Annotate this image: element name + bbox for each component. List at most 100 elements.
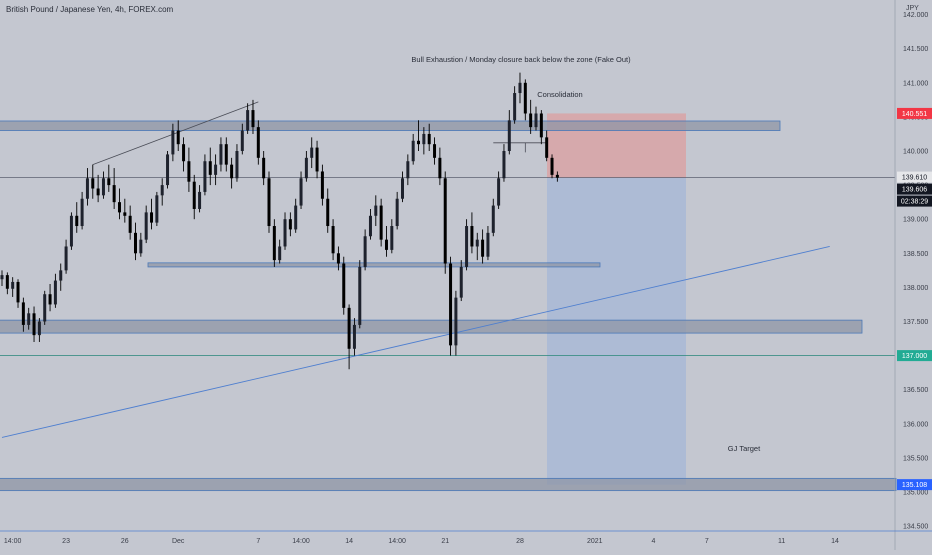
annotation-consolidation: Consolidation [537, 90, 582, 99]
time-tick-label: 11 [778, 538, 785, 545]
candle-body [139, 239, 143, 254]
candle-body [214, 164, 218, 175]
candle-body [320, 171, 324, 199]
price-tick-label: 142.000 [903, 12, 928, 19]
candle-body [267, 178, 271, 227]
price-tick-label: 136.000 [903, 421, 928, 428]
candle-body [262, 157, 266, 179]
candle-body [545, 137, 549, 158]
candle-body [550, 157, 554, 175]
price-tick-label: 137.500 [903, 319, 928, 326]
position-areas [547, 113, 686, 485]
annotation-top: Bull Exhaustion / Monday closure back be… [411, 55, 631, 64]
candle-body [123, 212, 127, 216]
level-137-label-bg [897, 350, 932, 362]
candle-body [507, 120, 511, 151]
candle-body [555, 174, 559, 178]
candle-body [529, 113, 533, 128]
time-tick-label: 21 [441, 538, 449, 545]
time-tick-label: 7 [705, 538, 709, 545]
time-axis[interactable]: 14:00 23 26 Dec 7 14:00 14 14:00 21 28 2021 4 7 11 14 [0, 530, 932, 545]
candle-body [240, 130, 244, 151]
candle-body [0, 275, 4, 280]
time-tick-label: 14 [831, 538, 839, 545]
candle-body [208, 161, 212, 175]
candle-body [438, 157, 442, 179]
candle-body [198, 191, 202, 209]
candle-body [272, 226, 276, 261]
candle-body [160, 185, 164, 196]
candle-body [363, 236, 367, 267]
trendline [1, 246, 830, 438]
time-tick-label: Dec [172, 538, 185, 545]
candle-body [502, 151, 506, 179]
candle-body [454, 297, 458, 346]
candle-body [401, 178, 404, 199]
price-tick-label: 141.000 [903, 80, 928, 87]
candle-body [497, 178, 501, 206]
candle-body [518, 82, 522, 94]
candle-body [107, 178, 111, 186]
price-tick-label: 134.500 [903, 524, 928, 531]
candle-body [230, 164, 234, 179]
candle-body [470, 226, 474, 247]
price-tick-label: 138.000 [903, 285, 928, 292]
candle-body [331, 226, 335, 254]
price-tick-label: 138.500 [903, 251, 928, 258]
candle-body [27, 313, 31, 325]
candle-body [310, 147, 314, 158]
candle-body [69, 215, 73, 247]
candle-body [59, 270, 63, 281]
candle-body [21, 302, 25, 325]
candle-body [176, 130, 180, 145]
candle-body [75, 215, 79, 227]
candle-body [406, 161, 410, 179]
zones [0, 120, 897, 492]
time-tick-label: 23 [62, 538, 70, 545]
candle-body [32, 313, 36, 336]
price-tick-label: 140.000 [903, 149, 928, 156]
candle-body [422, 133, 426, 145]
candle-body [374, 205, 378, 216]
candle-body [315, 147, 319, 172]
candle-body [16, 281, 20, 303]
target-price-label: 135.108 [902, 482, 927, 489]
candle-body [224, 144, 228, 165]
target-zone [0, 477, 897, 492]
price-tick-label: 135.000 [903, 490, 928, 497]
candle-body [117, 202, 121, 213]
candle-body [192, 181, 196, 209]
candle-body [219, 144, 223, 165]
axis-unit: JPY [906, 5, 919, 12]
candle-body [475, 239, 479, 247]
candle-body [187, 161, 191, 182]
candle-body [486, 232, 490, 257]
candle-body [459, 266, 463, 298]
resistance-zone [0, 120, 781, 131]
candle-body [166, 154, 170, 186]
candle-body [358, 266, 362, 325]
time-tick-label: 14:00 [388, 538, 406, 545]
time-tick-label: 14 [345, 538, 353, 545]
candle-body [513, 93, 517, 121]
candle-body [246, 110, 250, 131]
candle-body [534, 113, 538, 128]
level-137-label: 137.000 [902, 353, 927, 360]
time-tick-label: 14:00 [292, 538, 310, 545]
last-price-label: 139.610 [902, 175, 927, 182]
candle-body [449, 263, 453, 346]
time-tick-label: 26 [121, 538, 129, 545]
time-tick-label: 28 [516, 538, 524, 545]
candle-body [150, 212, 154, 223]
countdown-label-bg [897, 195, 932, 207]
candle-body [465, 226, 469, 267]
candle-body [433, 144, 437, 158]
candle-body [347, 307, 351, 349]
candle-body [5, 275, 9, 289]
support-zone-2 [0, 319, 863, 334]
candle-body [342, 263, 346, 308]
candle-body [53, 280, 57, 305]
candle-body [128, 215, 132, 233]
